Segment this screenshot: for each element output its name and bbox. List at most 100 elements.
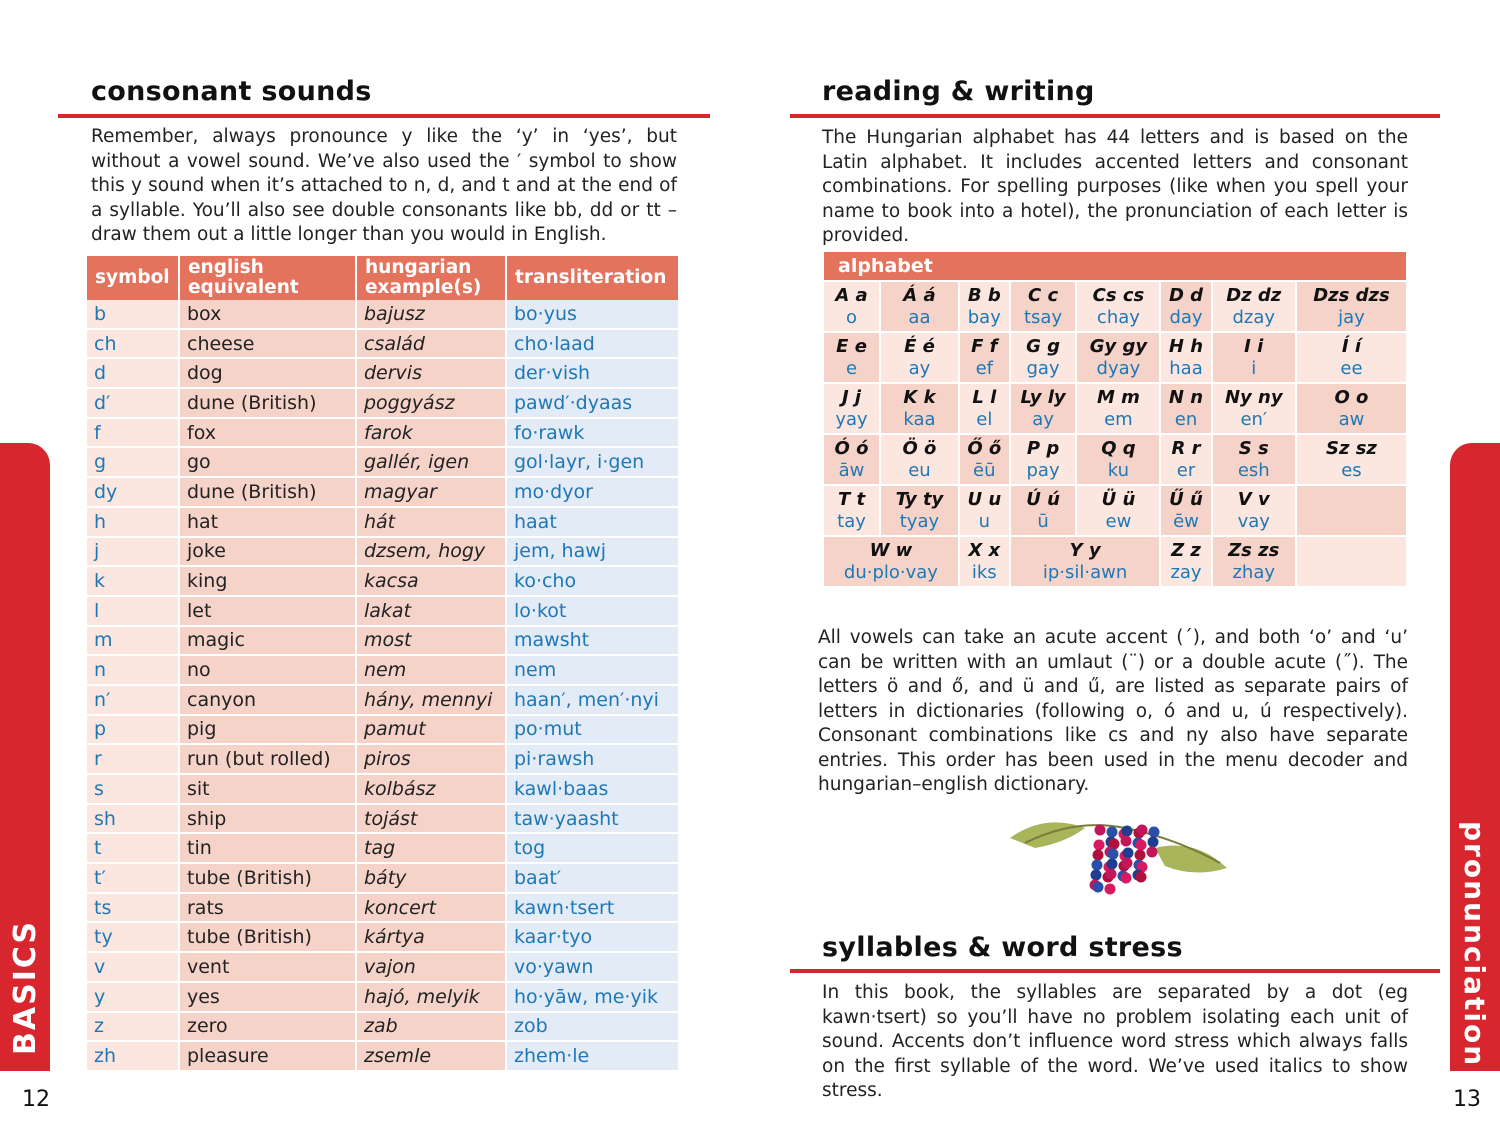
grape <box>1148 826 1160 838</box>
table-row: y yes hajó, melyik ho·yāw, me·yik <box>87 981 678 1013</box>
pronunciation: zay <box>1170 561 1202 583</box>
pronunciation: o <box>846 306 858 328</box>
transliteration-cell: pawd′·dyaas <box>506 388 678 419</box>
symbol-cell: g <box>87 447 180 479</box>
english-cell: pig <box>179 714 357 746</box>
pronunciation: tyay <box>899 510 940 532</box>
hungarian-cell: kolbász <box>356 774 507 805</box>
symbol-cell: dy <box>87 477 180 508</box>
hungarian-cell: vajon <box>356 952 507 983</box>
letter: L l <box>972 386 997 408</box>
syllables-text: In this book, the syllables are separate… <box>822 982 1408 1101</box>
hungarian-cell: poggyász <box>356 388 507 419</box>
symbol-cell: k <box>87 566 180 597</box>
letter-cell: Ny ny en′ <box>1210 382 1297 435</box>
symbol-cell: v <box>87 952 180 983</box>
letter-cell: Gy gy dyay <box>1075 331 1162 384</box>
alphabet-caption: alphabet <box>822 250 1408 282</box>
letter-cell: V v vay <box>1210 484 1297 537</box>
english-cell: box <box>179 300 357 330</box>
transliteration-cell: kawn·tsert <box>506 892 678 924</box>
letter: Ő ő <box>967 437 1002 459</box>
letter-cell: L l el <box>957 382 1011 435</box>
letter: Ű ű <box>1169 488 1203 510</box>
table-row: ts rats koncert kawn·tsert <box>87 892 678 924</box>
transliteration-cell: haat <box>506 506 678 538</box>
letter-cell: W w du·plo·vay <box>822 535 960 588</box>
pronunciation: ēw <box>1173 510 1199 532</box>
letter-cell: Ü ü ew <box>1075 484 1162 537</box>
transliteration-cell: fo·rawk <box>506 417 678 449</box>
letter-cell: R r er <box>1159 433 1213 486</box>
pronunciation: u <box>978 510 990 532</box>
letter: Y y <box>1069 539 1101 561</box>
hungarian-cell: dervis <box>356 358 507 390</box>
grape <box>1091 859 1103 871</box>
letter: Zs zs <box>1228 539 1280 561</box>
english-cell: ship <box>179 803 357 835</box>
table-row: n′ canyon hány, mennyi haan′, men′·nyi <box>87 684 678 716</box>
english-cell: yes <box>179 981 357 1013</box>
hungarian-cell: hajó, melyik <box>356 981 507 1013</box>
english-cell: dune (British) <box>179 388 357 419</box>
english-cell: rats <box>179 892 357 924</box>
english-cell: fox <box>179 417 357 449</box>
transliteration-cell: ko·cho <box>506 566 678 597</box>
table-row: k king kacsa ko·cho <box>87 566 678 597</box>
letter-cell: Dzs dzs jay <box>1294 280 1409 333</box>
letter: M m <box>1096 386 1140 408</box>
section-title: consonant sounds <box>91 76 372 107</box>
grape <box>1122 847 1134 859</box>
letter-cell: Í í ee <box>1294 331 1409 384</box>
english-cell: sit <box>179 774 357 805</box>
alphabet-row: Ó ó āw Ö ö eu Ő ő ēū P p pay Q q ku R r er S s esh Sz … <box>821 433 1409 486</box>
grape <box>1135 839 1147 851</box>
letter: P p <box>1026 437 1060 459</box>
transliteration-cell: zhem·le <box>506 1041 678 1072</box>
symbol-cell: f <box>87 417 180 449</box>
transliteration-cell: haan′, men′·nyi <box>506 684 678 716</box>
letter: S s <box>1238 437 1269 459</box>
letter: Ó ó <box>834 437 869 459</box>
grape <box>1106 826 1118 838</box>
english-cell: let <box>179 595 357 627</box>
letter-cell: N n en <box>1159 382 1213 435</box>
english-cell: tube (British) <box>179 922 357 954</box>
grape <box>1105 868 1117 880</box>
transliteration-cell: nem <box>506 655 678 686</box>
column-header: english equivalent <box>179 256 357 300</box>
grapes-illustration <box>1010 822 1227 895</box>
letter: W w <box>869 539 913 561</box>
transliteration-cell: mo·dyor <box>506 477 678 508</box>
grape <box>1104 883 1116 895</box>
pronunciation: tay <box>837 510 866 532</box>
letter-cell: K k kaa <box>879 382 960 435</box>
letter: G g <box>1026 335 1061 357</box>
english-cell: go <box>179 447 357 479</box>
page-number: 12 <box>22 1087 50 1112</box>
letter: Q q <box>1101 437 1136 459</box>
pronunciation: e <box>845 357 858 379</box>
transliteration-cell: jem, hawj <box>506 536 678 568</box>
letter: D d <box>1168 284 1204 306</box>
letter-cell: Cs cs chay <box>1075 280 1162 333</box>
transliteration-cell: cho·laad <box>506 328 678 360</box>
hungarian-cell: bajusz <box>356 300 507 330</box>
letter: Cs cs <box>1092 284 1145 306</box>
hungarian-cell: hát <box>356 506 507 538</box>
english-cell: no <box>179 655 357 686</box>
letter: N n <box>1168 386 1204 408</box>
side-tab-pronunciation: pronunciation <box>1450 443 1500 1071</box>
section-title: reading & writing <box>822 76 1095 107</box>
table-row: h hat hát haat <box>87 506 678 538</box>
hungarian-cell: zsemle <box>356 1041 507 1072</box>
table-row: v vent vajon vo·yawn <box>87 952 678 983</box>
hungarian-cell: gallér, igen <box>356 447 507 479</box>
symbol-cell: d′ <box>87 388 180 419</box>
letter-cell: X x iks <box>957 535 1011 588</box>
letter-cell: C c tsay <box>1008 280 1078 333</box>
table-row: g go gallér, igen gol·layr, i·gen <box>87 447 678 479</box>
table-row: n no nem nem <box>87 655 678 686</box>
